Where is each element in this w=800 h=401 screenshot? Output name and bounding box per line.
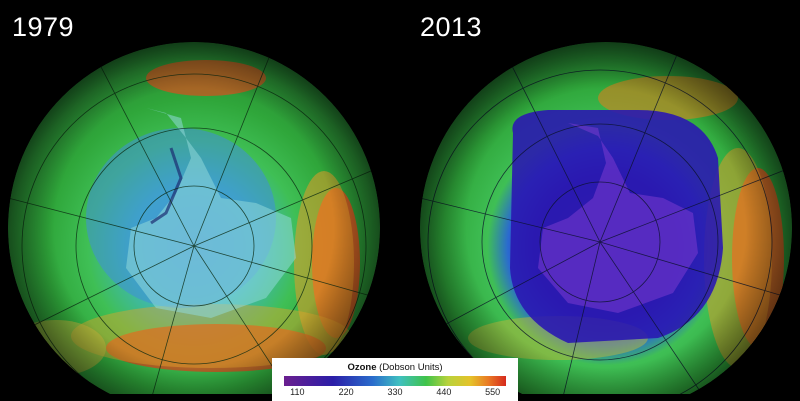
- legend-title-units: (Dobson Units): [379, 362, 443, 373]
- legend-tick: 440: [436, 387, 452, 397]
- legend-ticks: 110 220 330 440 550: [284, 387, 506, 399]
- legend-tick: 330: [387, 387, 403, 397]
- legend-tick: 550: [485, 387, 501, 397]
- year-label-1979: 1979: [12, 12, 75, 42]
- legend-title: Ozone (Dobson Units): [280, 362, 510, 373]
- ozone-globe-2013: [420, 42, 792, 394]
- ozone-globe-1979: [8, 42, 380, 394]
- year-label-2013: 2013: [420, 12, 483, 42]
- legend-tick: 220: [338, 387, 354, 397]
- legend-color-bar: [284, 376, 506, 386]
- ozone-legend: Ozone (Dobson Units) 110 220 330 440 550: [272, 358, 518, 401]
- legend-title-bold: Ozone: [347, 362, 377, 373]
- legend-tick: 110: [290, 387, 305, 397]
